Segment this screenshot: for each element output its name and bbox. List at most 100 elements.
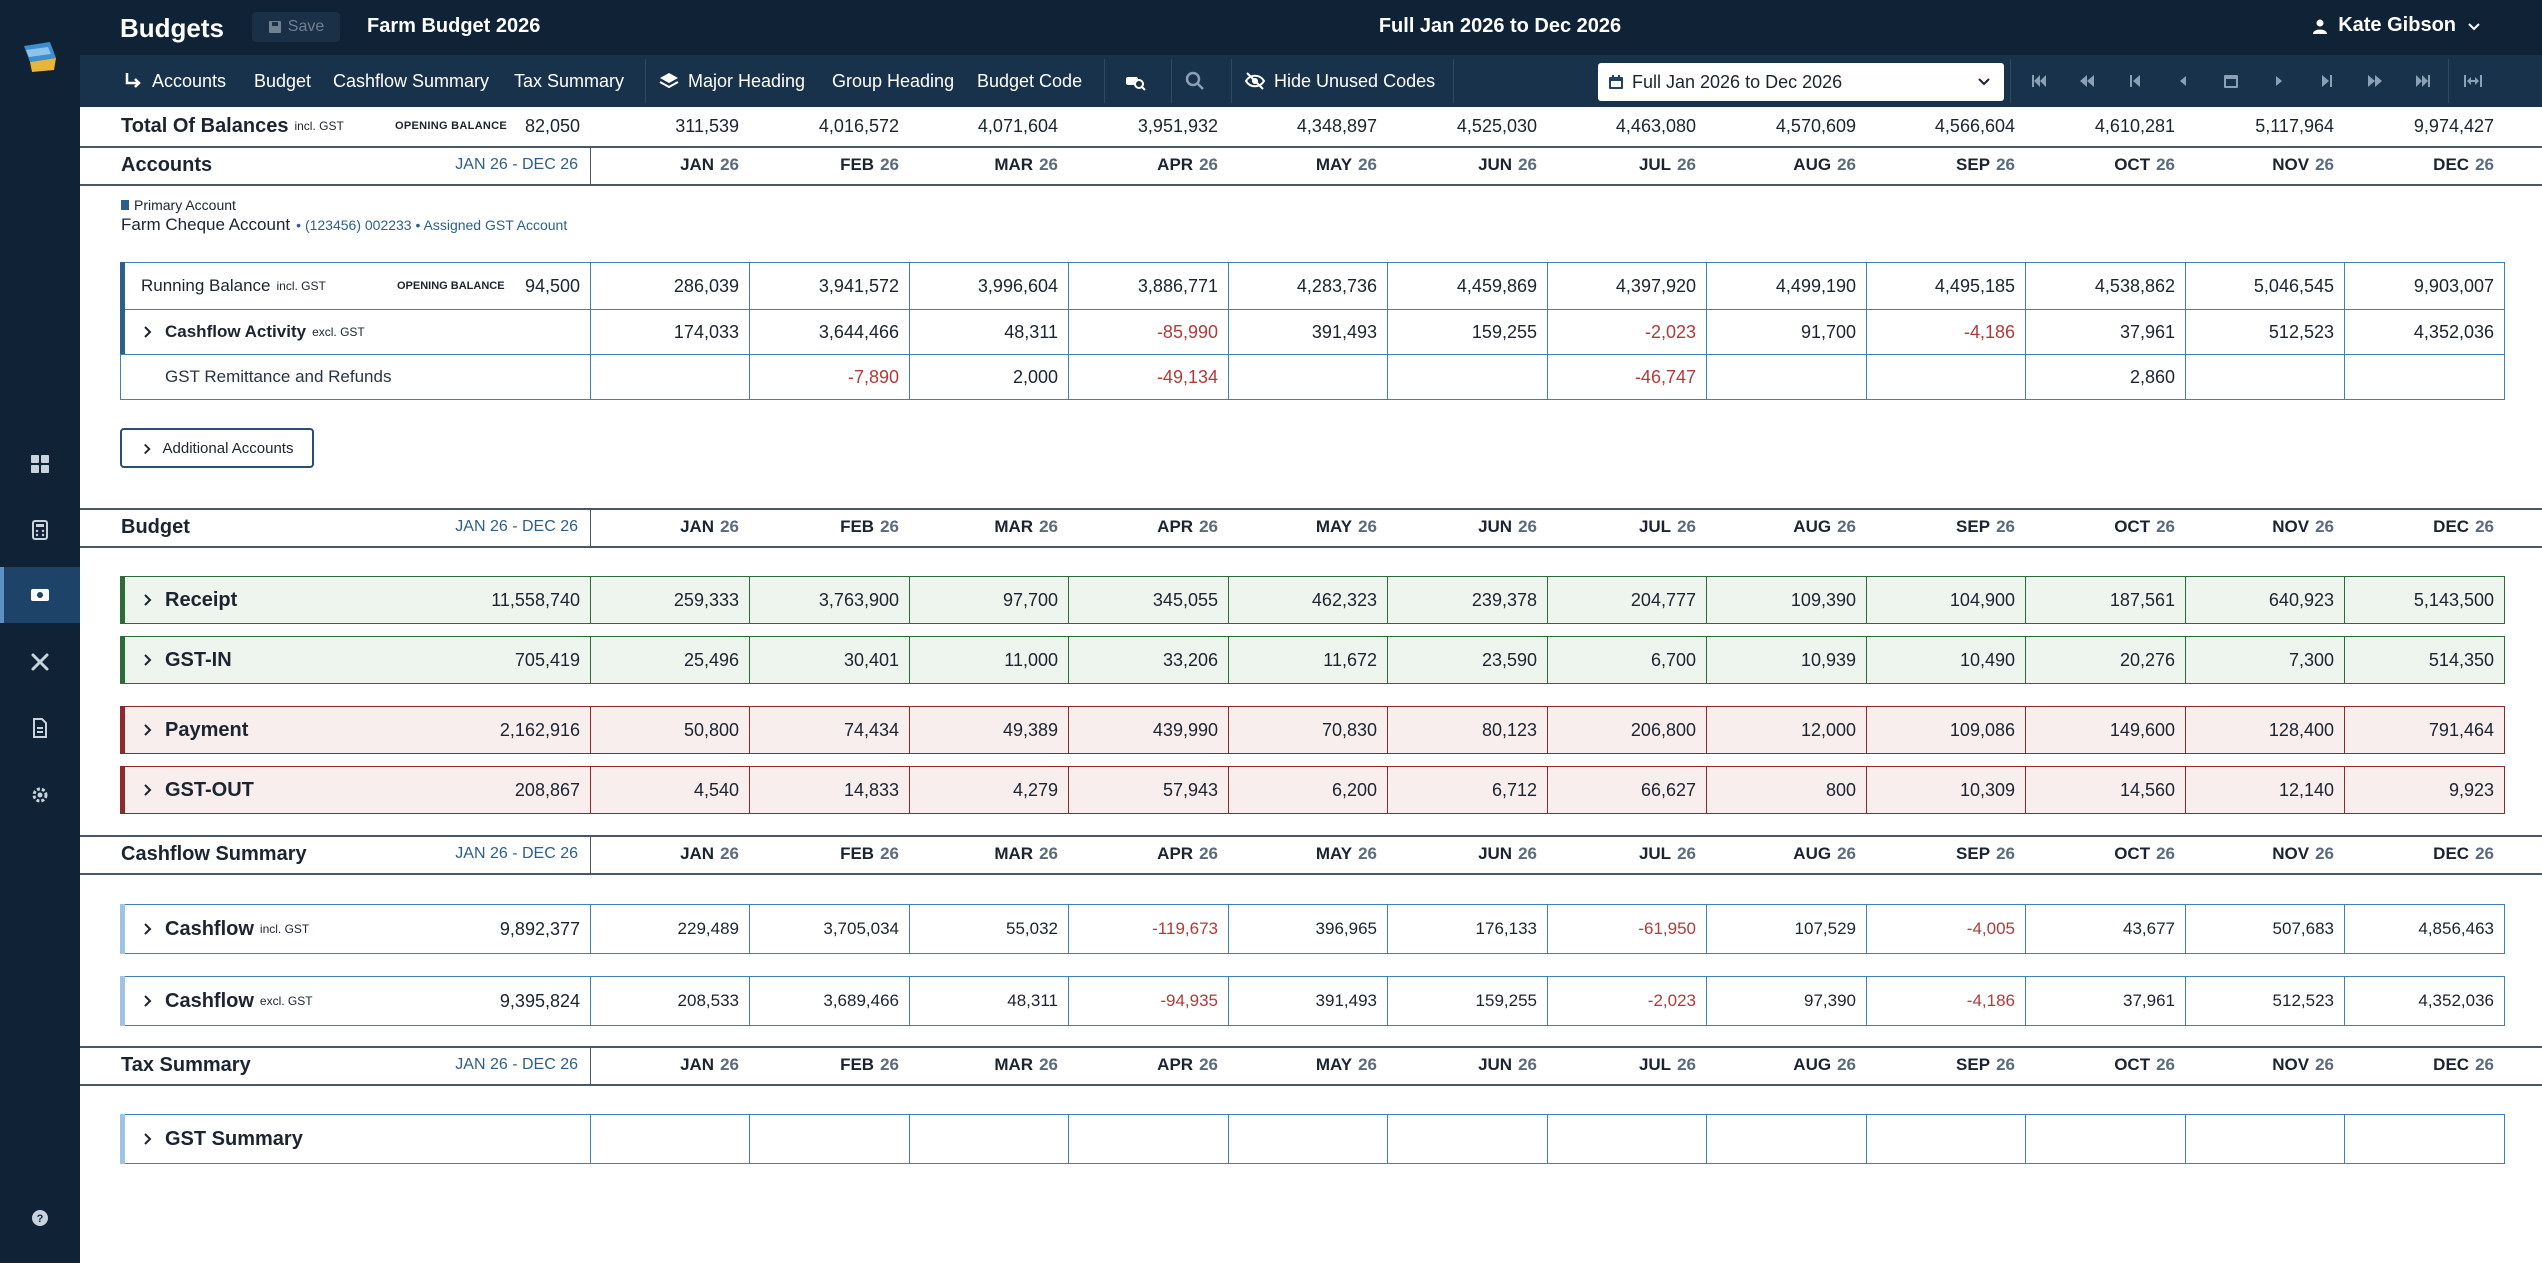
help-icon[interactable]: ? <box>0 1190 80 1246</box>
value-cell[interactable]: 25,496 <box>683 649 739 670</box>
value-cell[interactable]: 4,856,463 <box>2418 919 2494 938</box>
value-cell[interactable] <box>590 354 749 400</box>
search-records-button[interactable] <box>1124 55 1146 107</box>
value-cell[interactable]: 345,055 <box>1152 589 1218 610</box>
value-cell[interactable]: 23,590 <box>1481 649 1537 670</box>
value-cell[interactable]: 187,561 <box>2109 589 2175 610</box>
value-cell[interactable]: 4,352,036 <box>2418 991 2494 1010</box>
value-cell[interactable] <box>1387 354 1547 400</box>
budget-money-icon[interactable] <box>0 567 80 623</box>
value-cell[interactable]: 176,133 <box>1475 919 1537 938</box>
value-cell[interactable]: 70,830 <box>1321 719 1377 740</box>
chevron-right-icon[interactable] <box>139 722 155 738</box>
value-cell[interactable]: 3,763,900 <box>818 589 899 610</box>
value-cell[interactable]: 159,255 <box>1475 991 1537 1010</box>
cashflow-label[interactable]: Cashflow incl. GST <box>165 904 309 954</box>
value-cell[interactable]: 14,560 <box>2119 779 2175 800</box>
value-cell[interactable]: 9,974,427 <box>2413 115 2494 136</box>
value-cell[interactable]: 14,833 <box>843 779 899 800</box>
value-cell[interactable]: 3,941,572 <box>818 275 899 296</box>
value-cell[interactable]: 4,279 <box>1012 779 1058 800</box>
value-cell[interactable]: 2,000 <box>1012 366 1058 387</box>
value-cell[interactable]: 11,000 <box>1004 649 1058 670</box>
value-cell[interactable]: 5,143,500 <box>2413 589 2494 610</box>
value-cell[interactable]: -4,186 <box>1963 321 2015 342</box>
value-cell[interactable]: 97,700 <box>1002 589 1058 610</box>
value-cell[interactable]: 107,529 <box>1794 919 1856 938</box>
value-cell[interactable]: 104,900 <box>1949 589 2015 610</box>
chevron-right-icon[interactable] <box>139 921 155 937</box>
value-cell[interactable]: 149,600 <box>2109 719 2175 740</box>
value-cell[interactable]: 30,401 <box>843 649 899 670</box>
value-cell[interactable]: 6,200 <box>1331 779 1377 800</box>
value-cell[interactable]: 4,538,862 <box>2094 275 2175 296</box>
value-cell[interactable]: 109,390 <box>1790 589 1856 610</box>
value-cell[interactable]: 4,463,080 <box>1615 115 1696 136</box>
value-cell[interactable]: 206,800 <box>1630 719 1696 740</box>
value-cell[interactable]: 4,525,030 <box>1456 115 1537 136</box>
value-cell[interactable]: 800 <box>1825 779 1856 800</box>
value-cell[interactable]: 204,777 <box>1630 589 1696 610</box>
value-cell[interactable]: -46,747 <box>1634 366 1696 387</box>
period-select[interactable]: Full Jan 2026 to Dec 2026 <box>1598 63 2004 101</box>
cashflow-activity-label[interactable]: Cashflow Activity excl. GST <box>165 309 365 355</box>
previous-year-button[interactable] <box>2123 69 2147 93</box>
value-cell[interactable]: 10,939 <box>1800 649 1856 670</box>
value-cell[interactable]: 640,923 <box>2268 589 2334 610</box>
today-button[interactable] <box>2219 69 2243 93</box>
value-cell[interactable]: 74,434 <box>843 719 899 740</box>
user-menu[interactable]: Kate Gibson <box>2312 14 2482 37</box>
value-cell[interactable]: 4,566,604 <box>1934 115 2015 136</box>
value-cell[interactable]: 311,539 <box>675 115 739 136</box>
value-cell[interactable]: 439,990 <box>1152 719 1218 740</box>
tax-summary-nav-button[interactable]: Tax Summary <box>514 55 624 107</box>
value-cell[interactable]: 80,123 <box>1481 719 1537 740</box>
value-cell[interactable]: 229,489 <box>677 919 739 938</box>
value-cell[interactable]: 4,016,572 <box>818 115 899 136</box>
value-cell[interactable]: 9,903,007 <box>2413 275 2494 296</box>
value-cell[interactable]: 462,323 <box>1311 589 1377 610</box>
value-cell[interactable]: 4,352,036 <box>2413 321 2494 342</box>
value-cell[interactable]: 259,333 <box>673 589 739 610</box>
value-cell[interactable]: 5,046,545 <box>2253 275 2334 296</box>
chevron-right-icon[interactable] <box>139 1131 155 1147</box>
value-cell[interactable]: 37,961 <box>2119 321 2175 342</box>
value-cell[interactable] <box>2185 354 2344 400</box>
value-cell[interactable]: 391,493 <box>1315 991 1377 1010</box>
value-cell[interactable]: 6,700 <box>1650 649 1696 670</box>
value-cell[interactable]: 512,523 <box>2268 321 2334 342</box>
value-cell[interactable]: 12,140 <box>2278 779 2334 800</box>
value-cell[interactable]: 10,490 <box>1959 649 2015 670</box>
value-cell[interactable]: 5,117,964 <box>2255 115 2334 136</box>
value-cell[interactable]: -61,950 <box>1638 919 1696 938</box>
value-cell[interactable]: 391,493 <box>1311 321 1377 342</box>
category-label[interactable]: Receipt <box>165 588 238 611</box>
value-cell[interactable]: 4,397,920 <box>1615 275 1696 296</box>
value-cell[interactable]: 512,523 <box>2272 991 2334 1010</box>
document-icon[interactable] <box>0 700 80 756</box>
value-cell[interactable]: 66,627 <box>1640 779 1696 800</box>
budget-code-button[interactable]: Budget Code <box>977 55 1082 107</box>
chevron-right-icon[interactable] <box>139 782 155 798</box>
zoom-search-button[interactable] <box>1184 55 1206 107</box>
value-cell[interactable]: 49,389 <box>1002 719 1058 740</box>
value-cell[interactable]: 791,464 <box>2428 719 2494 740</box>
value-cell[interactable]: 4,499,190 <box>1775 275 1856 296</box>
value-cell[interactable]: -4,186 <box>1966 991 2015 1010</box>
value-cell[interactable]: -49,134 <box>1156 366 1218 387</box>
additional-accounts-button[interactable]: Additional Accounts <box>120 428 314 468</box>
dashboard-icon[interactable] <box>0 436 80 492</box>
budget-nav-button[interactable]: Budget <box>254 55 311 107</box>
value-cell[interactable]: 507,683 <box>2272 919 2334 938</box>
value-cell[interactable]: 4,348,897 <box>1296 115 1377 136</box>
value-cell[interactable]: 55,032 <box>1006 919 1058 938</box>
tools-icon[interactable] <box>0 634 80 690</box>
value-cell[interactable]: 91,700 <box>1800 321 1856 342</box>
value-cell[interactable]: -119,673 <box>1152 919 1218 938</box>
value-cell[interactable]: 4,459,869 <box>1456 275 1537 296</box>
category-label[interactable]: GST-IN <box>165 648 232 671</box>
value-cell[interactable]: 286,039 <box>673 275 739 296</box>
value-cell[interactable]: 4,071,604 <box>977 115 1058 136</box>
major-heading-button[interactable]: Major Heading <box>658 55 805 107</box>
value-cell[interactable]: 174,033 <box>673 321 739 342</box>
